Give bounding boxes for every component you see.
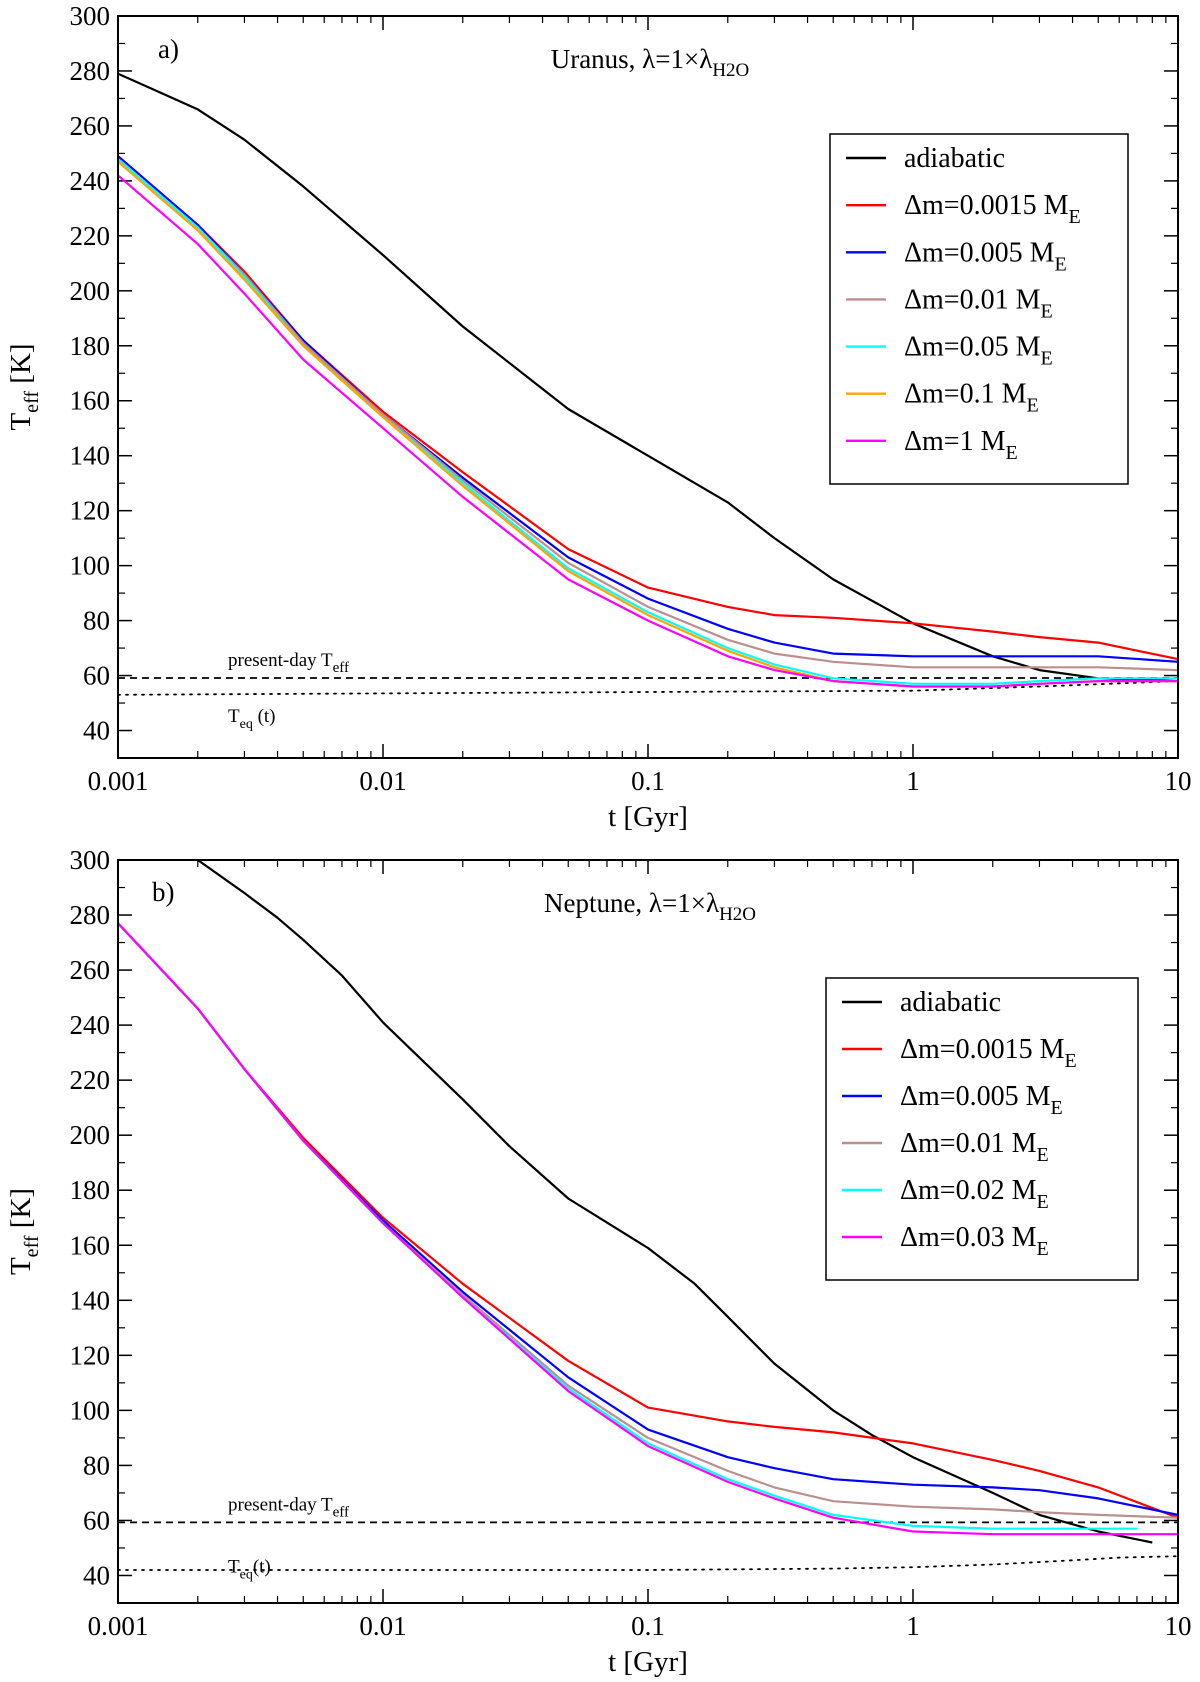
x-tick-label: 0.01 [359,766,406,796]
teq-label: Teq (t) [228,706,276,732]
legend-entry: Δm=0.03 ME [900,1222,1049,1260]
series-line-6 [118,174,1178,688]
y-tick-label: 300 [70,845,111,875]
panel-title: Neptune, λ=1×λH2O [544,888,756,925]
legend-entry: Δm=0.05 ME [904,332,1053,370]
x-tick-label: 1 [906,766,920,796]
y-tick-label: 80 [83,1450,110,1480]
x-axis-label: t [Gyr] [608,801,688,833]
y-tick-label: 260 [70,111,111,141]
x-tick-label: 10 [1165,1611,1192,1641]
y-tick-label: 160 [70,1230,111,1260]
panel-label: a) [158,34,179,64]
axis-ticks: 40 60 80 100 120 140 160 180 200 220 240 260 280 300 0… [70,845,1192,1641]
axis-ticks: 40 60 80 100 120 140 160 180 200 220 240 260 280 300 0… [70,1,1192,796]
y-tick-label: 60 [83,1505,110,1535]
y-tick-label: 200 [70,276,111,306]
y-axis-label: Teff [K] [5,1188,43,1275]
y-tick-label: 220 [70,221,111,251]
legend-entry: Δm=0.01 ME [904,284,1053,322]
x-tick-label: 0.1 [631,766,665,796]
legend-box [825,977,1139,1281]
teq-line [118,1555,1178,1571]
x-tick-label: 0.001 [88,766,149,796]
panel-b: 40 60 80 100 120 140 160 180 200 220 240 260 280 300 0… [5,845,1192,1678]
legend-entry: Δm=0.0015 ME [904,190,1081,228]
series-line-3 [118,158,1178,672]
panel-title: Uranus, λ=1×λH2O [551,44,750,81]
x-axis-label: t [Gyr] [608,1646,688,1678]
teq-label: Teq(t) [228,1556,271,1582]
y-tick-label: 100 [70,1395,111,1425]
legend-entry: Δm=0.01 ME [900,1128,1049,1166]
x-tick-label: 0.1 [631,1611,665,1641]
y-tick-label: 80 [83,606,110,636]
legend-entry: Δm=0.0015 ME [900,1034,1077,1072]
x-tick-label: 10 [1165,766,1192,796]
y-tick-label: 200 [70,1120,111,1150]
panel-a: 40 60 80 100 120 140 160 180 200 220 240 260 280 300 0… [5,1,1192,833]
legend: adiabatic Δm=0.0015 ME Δm=0.005 ME Δm=0.01 … [825,977,1139,1281]
legend-entry: Δm=0.005 ME [900,1081,1063,1119]
plot-frame [117,15,1179,759]
legend-entry: Δm=0.005 ME [904,237,1067,275]
teq-line [118,680,1178,696]
y-axis-label: Teff [K] [5,343,43,430]
y-tick-label: 180 [70,1175,111,1205]
legend-entry: Δm=0.02 ME [900,1175,1049,1213]
y-tick-label: 300 [70,1,111,31]
x-tick-label: 0.01 [359,1611,406,1641]
y-tick-label: 280 [70,900,111,930]
y-tick-label: 240 [70,166,111,196]
x-tick-label: 1 [906,1611,920,1641]
y-tick-label: 260 [70,955,111,985]
present-day-label: present-day Teff [228,650,349,676]
y-tick-label: 140 [70,1285,111,1315]
legend-entry: Δm=0.1 ME [904,379,1039,417]
y-tick-label: 180 [70,331,111,361]
present-day-label: present-day Teff [228,1494,349,1520]
y-tick-label: 40 [83,716,110,746]
legend-entry: Δm=1 ME [904,426,1018,464]
series-line-0 [118,72,1178,683]
legend-box [829,133,1129,485]
legend-entry: adiabatic [904,143,1005,174]
y-tick-label: 160 [70,386,111,416]
panel-label: b) [152,877,175,907]
legend: adiabatic Δm=0.0015 ME Δm=0.005 ME Δm=0.01 … [829,133,1129,485]
y-tick-label: 120 [70,496,111,526]
legend-entry: adiabatic [900,987,1001,1018]
y-tick-label: 140 [70,441,111,471]
y-tick-label: 60 [83,661,110,691]
y-tick-label: 240 [70,1010,111,1040]
y-tick-label: 280 [70,56,111,86]
series-line-5 [118,922,1178,1536]
y-tick-label: 220 [70,1065,111,1095]
y-tick-label: 40 [83,1560,110,1590]
plot-frame [117,859,1179,1604]
x-tick-label: 0.001 [88,1611,149,1641]
y-tick-label: 120 [70,1340,111,1370]
y-tick-label: 100 [70,551,111,581]
